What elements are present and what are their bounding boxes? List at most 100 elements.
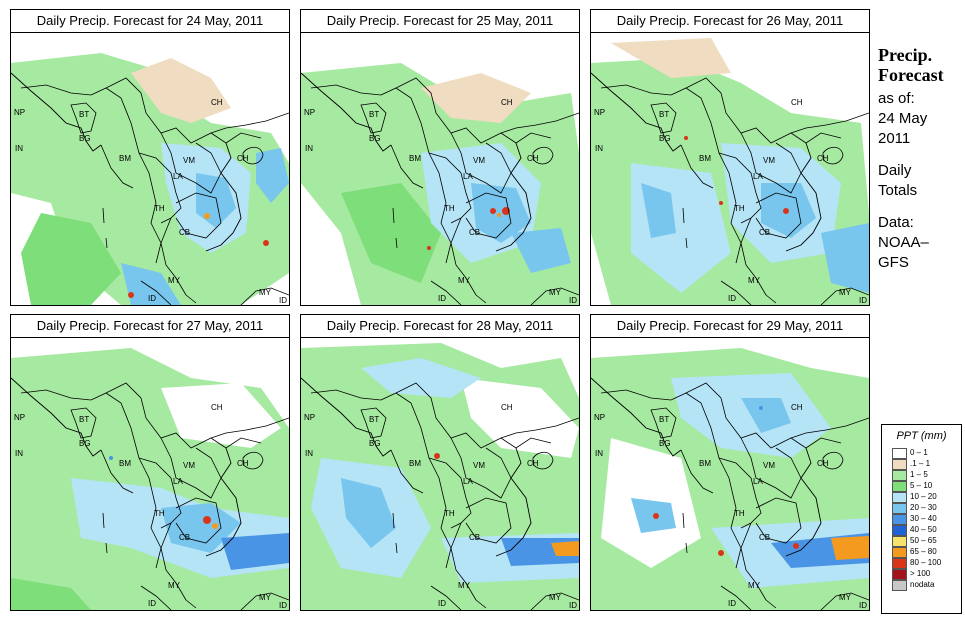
label-bangladesh: BG xyxy=(659,134,671,143)
label-laos: LA xyxy=(173,172,183,181)
panel-title: Daily Precip. Forecast for 25 May, 2011 xyxy=(300,9,580,33)
legend-swatch xyxy=(892,448,907,459)
legend-rows: 0 – 1 .1 – 1 1 – 5 5 – 10 10 – 20 20 – 30 30 –… xyxy=(882,447,961,591)
label-cambodia: CB xyxy=(759,533,770,542)
label-cambodia: CB xyxy=(469,533,480,542)
legend-item: 0 – 1 xyxy=(882,447,961,459)
legend-label: > 100 xyxy=(910,569,931,578)
label-indonesia: ID xyxy=(148,599,156,608)
map-svg: CH NP BT IN BG BM VM LA TH CB CH MY MY I… xyxy=(591,338,869,610)
sidebar-data-line3: GFS xyxy=(878,254,909,271)
label-bangladesh: BG xyxy=(79,439,91,448)
legend-label: 0 – 1 xyxy=(910,448,928,457)
label-laos: LA xyxy=(463,477,473,486)
sidebar-info: Precip. Forecast as of: 24 May 2011 Dail… xyxy=(878,45,963,273)
label-nepal: NP xyxy=(304,413,315,422)
legend-label: 30 – 40 xyxy=(910,514,937,523)
label-china-island: CH xyxy=(527,154,539,163)
map-svg: CH NP BT IN BG BM VM LA TH CB CH MY MY I… xyxy=(591,33,869,305)
legend-item: .1 – 1 xyxy=(882,458,961,470)
label-china: CH xyxy=(501,403,513,412)
panel-title: Daily Precip. Forecast for 24 May, 2011 xyxy=(10,9,290,33)
legend-swatch xyxy=(892,580,907,591)
label-nepal: NP xyxy=(304,108,315,117)
sidebar-title-line2: Forecast xyxy=(878,65,944,85)
forecast-panel-29-may: Daily Precip. Forecast for 29 May, 2011 … xyxy=(590,314,870,611)
label-indonesia-east: ID xyxy=(279,601,287,610)
label-malaysia-east: MY xyxy=(259,593,272,602)
label-vietnam: VM xyxy=(763,156,775,165)
label-malaysia-east: MY xyxy=(839,288,852,297)
label-indonesia: ID xyxy=(148,294,156,303)
legend-item: 5 – 10 xyxy=(882,480,961,492)
sidebar-title-line1: Precip. xyxy=(878,45,933,65)
label-bhutan: BT xyxy=(369,415,379,424)
legend-item: 50 – 65 xyxy=(882,535,961,547)
label-cambodia: CB xyxy=(179,533,190,542)
map-svg: CH NP BT IN BG BM VM LA TH CB CH MY MY I… xyxy=(11,338,289,610)
legend-swatch xyxy=(892,514,907,525)
legend-swatch xyxy=(892,481,907,492)
precip-map: CH NP BT IN BG BM VM LA TH CB CH MY MY I… xyxy=(590,337,870,611)
label-malaysia-east: MY xyxy=(839,593,852,602)
label-burma: BM xyxy=(409,154,421,163)
legend-item: nodata xyxy=(882,579,961,591)
label-malaysia: MY xyxy=(458,276,471,285)
precip-map: CH NP BT IN BG BM VM LA TH CB CH MY MY I… xyxy=(10,32,290,306)
forecast-panel-28-may: Daily Precip. Forecast for 28 May, 2011 … xyxy=(300,314,580,611)
label-bangladesh: BG xyxy=(369,439,381,448)
map-svg: CH NP BT IN BG BM VM LA TH CB CH MY MY I… xyxy=(301,338,579,610)
label-india: IN xyxy=(15,144,23,153)
label-nepal: NP xyxy=(14,413,25,422)
label-malaysia: MY xyxy=(168,276,181,285)
sidebar-totals-line2: Totals xyxy=(878,182,918,199)
label-indonesia-east: ID xyxy=(569,601,577,610)
label-china: CH xyxy=(211,98,223,107)
legend-swatch xyxy=(892,558,907,569)
label-burma: BM xyxy=(119,154,131,163)
label-indonesia: ID xyxy=(728,599,736,608)
precip-fields xyxy=(591,338,869,610)
label-indonesia-east: ID xyxy=(859,601,867,610)
legend-label: 50 – 65 xyxy=(910,536,937,545)
label-bhutan: BT xyxy=(79,415,89,424)
map-svg: CH NP BT IN BG BM VM LA TH CB CH MY MY I… xyxy=(11,33,289,305)
precip-map: CH NP BT IN BG BM VM LA TH CB CH MY MY I… xyxy=(300,337,580,611)
legend-label: .1 – 1 xyxy=(910,459,931,468)
label-vietnam: VM xyxy=(763,461,775,470)
label-nepal: NP xyxy=(594,413,605,422)
panel-title: Daily Precip. Forecast for 27 May, 2011 xyxy=(10,314,290,338)
precip-fields xyxy=(11,338,289,610)
legend-swatch xyxy=(892,492,907,503)
label-indonesia: ID xyxy=(728,294,736,303)
map-svg: CH NP BT IN BG BM VM LA TH CB CH MY MY I… xyxy=(301,33,579,305)
label-malaysia: MY xyxy=(748,276,761,285)
sidebar-date-line1: 24 May xyxy=(878,110,928,127)
label-indonesia-east: ID xyxy=(569,296,577,305)
legend-swatch xyxy=(892,503,907,514)
label-malaysia-east: MY xyxy=(259,288,272,297)
legend-item: 40 – 50 xyxy=(882,524,961,536)
sidebar-date-line2: 2011 xyxy=(878,130,911,147)
label-burma: BM xyxy=(699,154,711,163)
label-bhutan: BT xyxy=(79,110,89,119)
legend-item: > 100 xyxy=(882,568,961,580)
label-india: IN xyxy=(595,144,603,153)
precip-fields xyxy=(11,33,289,305)
label-vietnam: VM xyxy=(473,156,485,165)
precip-fields xyxy=(591,33,869,305)
sidebar-totals-line1: Daily xyxy=(878,162,912,179)
sidebar-asof: as of: xyxy=(878,90,915,107)
precip-map: CH NP BT IN BG BM VM LA TH CB CH MY MY I… xyxy=(590,32,870,306)
label-cambodia: CB xyxy=(469,228,480,237)
panel-title: Daily Precip. Forecast for 29 May, 2011 xyxy=(590,314,870,338)
label-laos: LA xyxy=(463,172,473,181)
label-vietnam: VM xyxy=(183,461,195,470)
label-burma: BM xyxy=(699,459,711,468)
label-thailand: TH xyxy=(154,204,165,213)
label-vietnam: VM xyxy=(183,156,195,165)
label-laos: LA xyxy=(173,477,183,486)
label-indonesia: ID xyxy=(438,599,446,608)
label-cambodia: CB xyxy=(759,228,770,237)
label-china: CH xyxy=(791,403,803,412)
